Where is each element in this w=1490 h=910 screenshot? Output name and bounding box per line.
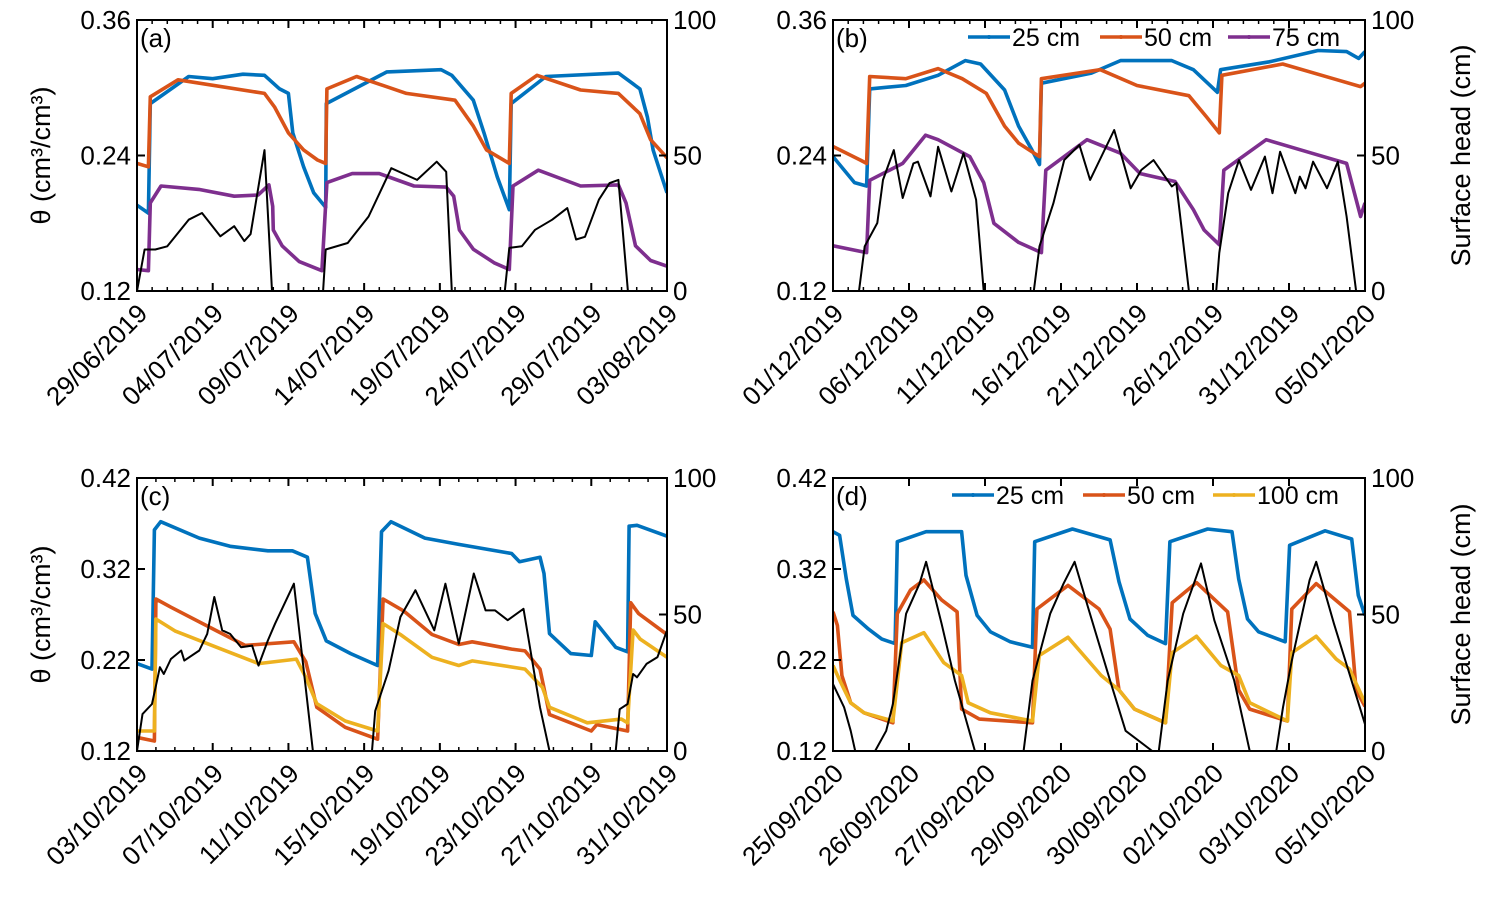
y-left-tick-label: 0.22 xyxy=(776,645,827,675)
y-right-tick-label: 50 xyxy=(673,141,702,171)
theta-series-D95319 xyxy=(137,73,667,169)
legend-label: 75 cm xyxy=(1272,24,1340,52)
y-left-tick-label: 0.12 xyxy=(776,736,827,766)
y-left-tick-label: 0.32 xyxy=(776,554,827,584)
legend: 25 cm 50 cm 100 cm xyxy=(952,482,1339,510)
y-left-axis-title: θ (cm³/cm³) xyxy=(26,546,56,684)
y-left-tick-label: 0.12 xyxy=(80,276,131,306)
series-group xyxy=(833,48,1365,291)
theta-series-7E2F8E xyxy=(137,168,667,273)
y-right-tick-label: 50 xyxy=(673,600,702,630)
y-left-tick-label: 0.42 xyxy=(80,463,131,493)
legend-marker xyxy=(1119,35,1123,39)
theta-series-0072BD xyxy=(137,67,667,215)
legend-marker xyxy=(987,35,991,39)
y-left-tick-label: 0.36 xyxy=(776,5,827,35)
legend-label: 50 cm xyxy=(1144,24,1212,52)
y-left-tick-label: 0.12 xyxy=(776,276,827,306)
theta-series-0072BD xyxy=(137,519,667,671)
y-right-tick-label: 50 xyxy=(1371,600,1400,630)
y-right-tick-label: 100 xyxy=(1371,5,1414,35)
surface-head-line xyxy=(137,572,667,751)
legend-marker xyxy=(1102,493,1106,497)
legend-marker xyxy=(1247,35,1251,39)
y-left-tick-label: 0.22 xyxy=(80,645,131,675)
y-left-tick-label: 0.12 xyxy=(80,736,131,766)
panel-label: (d) xyxy=(836,481,868,511)
y-right-axis-title: Surface head (cm) xyxy=(1446,44,1476,266)
panel-a: 29/06/201904/07/201909/07/201914/07/2019… xyxy=(26,5,716,411)
legend-label: 50 cm xyxy=(1127,482,1195,510)
panel-d: 25/09/202026/09/202027/09/202029/09/2020… xyxy=(736,463,1476,871)
surface-head-line xyxy=(137,149,629,291)
surface-head-line xyxy=(858,129,1358,291)
y-left-axis-title: θ (cm³/cm³) xyxy=(26,87,56,225)
axes-box xyxy=(832,19,1366,292)
legend-label: 25 cm xyxy=(1012,24,1080,52)
panel-c: 03/10/201907/10/201911/10/201915/10/2019… xyxy=(26,463,716,871)
y-right-tick-label: 100 xyxy=(673,5,716,35)
y-right-axis-title: Surface head (cm) xyxy=(1446,503,1476,725)
y-right-tick-label: 0 xyxy=(673,736,687,766)
y-right-tick-label: 0 xyxy=(1371,736,1385,766)
theta-series-50cm xyxy=(833,578,1365,725)
panel-label: (b) xyxy=(836,23,868,53)
legend-marker xyxy=(971,493,975,497)
panel-label: (a) xyxy=(140,23,172,53)
series-group xyxy=(137,67,667,291)
theta-series-D95319 xyxy=(137,597,667,743)
y-right-tick-label: 50 xyxy=(1371,141,1400,171)
y-left-tick-label: 0.24 xyxy=(776,141,827,171)
y-right-tick-label: 100 xyxy=(1371,463,1414,493)
surface-head-line xyxy=(833,560,1365,751)
y-left-tick-label: 0.42 xyxy=(776,463,827,493)
legend-marker xyxy=(1232,493,1236,497)
theta-series-25cm xyxy=(833,527,1365,650)
panel-label: (c) xyxy=(140,481,170,511)
axes-box xyxy=(136,19,668,292)
theta-series-50cm xyxy=(833,62,1365,166)
series-group xyxy=(833,527,1365,751)
y-left-tick-label: 0.32 xyxy=(80,554,131,584)
y-left-tick-label: 0.24 xyxy=(80,141,131,171)
legend-label: 25 cm xyxy=(996,482,1064,510)
y-right-tick-label: 0 xyxy=(1371,276,1385,306)
theta-series-75cm xyxy=(833,133,1365,255)
y-left-tick-label: 0.36 xyxy=(80,5,131,35)
y-right-tick-label: 100 xyxy=(673,463,716,493)
legend: 25 cm 50 cm 75 cm xyxy=(968,24,1340,52)
theta-series-EDB120 xyxy=(137,617,667,733)
series-group xyxy=(137,519,667,751)
y-right-tick-label: 0 xyxy=(673,276,687,306)
legend-label: 100 cm xyxy=(1257,482,1339,510)
panel-b: 01/12/201906/12/201911/12/201916/12/2019… xyxy=(736,5,1476,411)
